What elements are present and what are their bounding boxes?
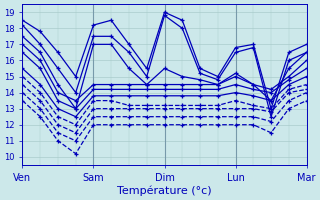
- X-axis label: Température (°c): Température (°c): [117, 185, 212, 196]
